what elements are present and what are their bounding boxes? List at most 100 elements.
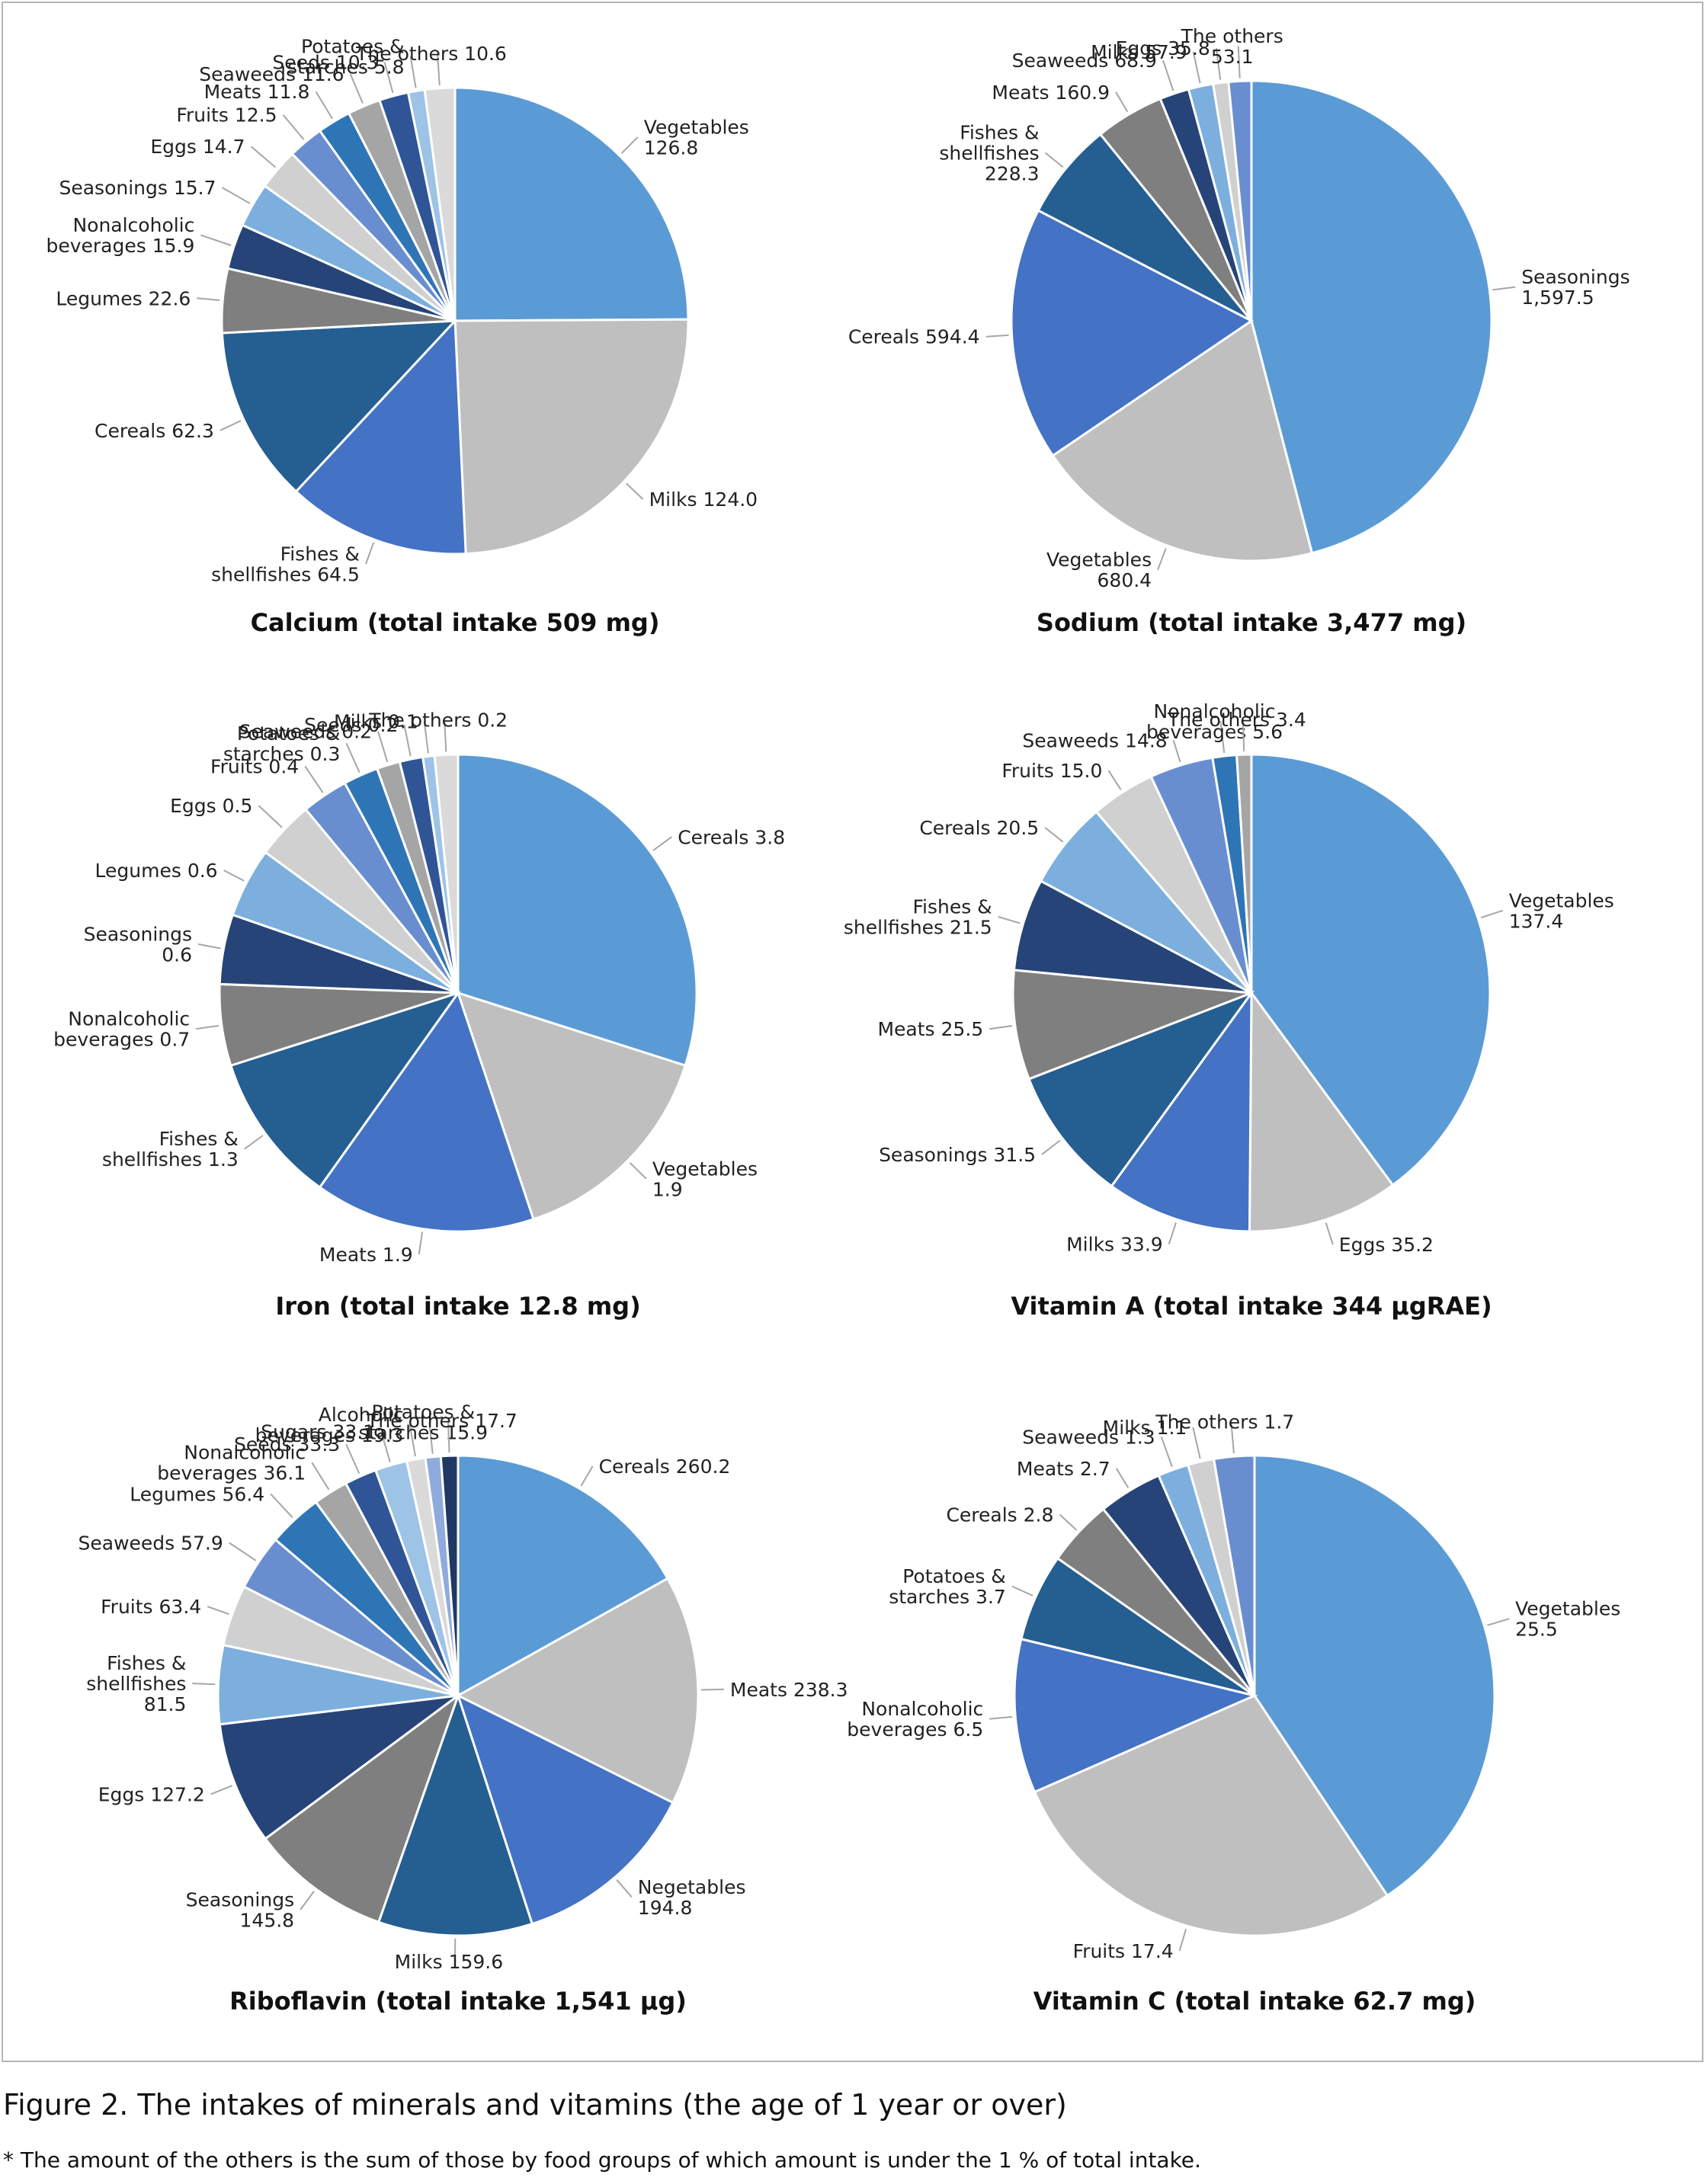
leader-line-milks — [1192, 1427, 1201, 1459]
leader-line-meats — [418, 1231, 424, 1255]
leader-line-potatoes-starches — [409, 56, 417, 88]
pie-chart-sodium: Seasonings 1,597.5 Vegetables 680.4 Cereals … — [848, 25, 1630, 637]
leader-line-legumes — [270, 1493, 293, 1518]
leader-line-the-others — [447, 1420, 450, 1453]
leader-line-seaweeds — [1172, 740, 1181, 763]
data-label-seaweeds: Seaweeds 57.9 — [79, 1532, 223, 1555]
leader-line-potatoes-starches — [1011, 1585, 1033, 1597]
leader-line-eggs — [258, 805, 283, 828]
data-label-seaweeds: Seaweeds 11.6 — [199, 63, 344, 85]
data-label-the-others: The others 1.7 — [1155, 1411, 1294, 1433]
pie-charts-canvas: Vegetables 126.8 Milks 124.0 Fishes & shellf… — [46, 25, 1630, 2016]
pie-slice-the-others — [1227, 79, 1253, 322]
pie-chart-iron: Cereals 3.8 Vegetables 1.9 Meats 1.9 Fishes … — [53, 709, 785, 1321]
leader-line-seaweeds — [349, 73, 364, 104]
leader-line-cereals — [985, 334, 1009, 338]
leader-line-meats — [700, 1688, 724, 1691]
leader-line-meats — [1115, 1468, 1130, 1488]
data-label-milks: Milks 57.9 — [1091, 41, 1187, 63]
leader-line-meats — [1115, 91, 1129, 113]
data-label-fishes-shellfishes: Fishes & shellfishes 81.5 — [86, 1652, 186, 1715]
data-label-potatoes-starches: Potatoes & starches 5.8 — [287, 35, 405, 78]
leader-line-meats — [315, 91, 334, 120]
leader-line-seeds — [403, 724, 412, 757]
leader-line-fishes-shellfishes — [244, 1135, 264, 1150]
data-label-eggs: Eggs 35.8 — [1116, 37, 1210, 59]
leader-line-fruits — [282, 114, 305, 140]
leader-line-seasonings — [222, 187, 251, 204]
pie-slice-cereals — [457, 1454, 670, 1698]
leader-line-fishes-shellfishes — [998, 916, 1021, 924]
leader-line-potatoes-starches — [345, 742, 361, 773]
leader-line-alcoholic-beverages — [409, 1424, 416, 1457]
data-label-seeds: Seeds 33.3 — [234, 1433, 340, 1456]
data-label-vegetables: Vegetables 126.8 — [644, 116, 749, 159]
leader-line-the-others — [1230, 1421, 1235, 1454]
data-label-cereals: Cereals 3.8 — [678, 826, 785, 848]
leader-line-fruits — [207, 1606, 229, 1616]
pie-slice-seasonings — [264, 1692, 461, 1924]
pie-chart-riboflavin: Cereals 260.2 Meats 238.3 Negetables 194.8 M… — [79, 1401, 848, 2016]
leader-line-vegetables — [1487, 1618, 1510, 1626]
leader-line-fruits — [304, 765, 324, 793]
pie-slice-negetables — [456, 1693, 675, 1926]
leader-line-cereals — [652, 836, 672, 851]
leader-line-milks — [1192, 51, 1201, 84]
leader-line-milks — [626, 482, 644, 500]
leader-line-legumes — [223, 870, 245, 882]
data-label-the-others: The others 17.7 — [366, 1410, 518, 1432]
pie-slice-eggs — [218, 1693, 463, 1840]
leader-line-seasonings — [1492, 286, 1516, 291]
pie-slice-vegetables — [1051, 319, 1314, 562]
data-label-seaweeds: Seaweeds 68.9 — [1012, 50, 1157, 72]
pie-slice-meats — [1011, 969, 1252, 1081]
data-label-seeds: Seeds 10.3 — [272, 51, 378, 73]
leader-line-nonalcoholic-beverages — [200, 234, 232, 246]
leader-line-vegetables — [629, 1162, 647, 1180]
data-label-legumes: Legumes 22.6 — [56, 287, 191, 309]
pie-slice-the-others — [423, 86, 457, 322]
data-label-seasonings: Seasonings 0.6 — [84, 924, 192, 966]
data-label-cereals: Cereals 62.3 — [95, 420, 214, 442]
leader-line-vegetables — [1480, 909, 1504, 919]
data-label-cereals: Cereals 20.5 — [919, 817, 1039, 839]
pie-slice-fishes-shellfishes — [294, 318, 467, 556]
data-label-alcoholic-beverages: Alcoholic beverages 19.3 — [255, 1404, 404, 1446]
chart-title: Calcium (total intake 509 mg) — [251, 608, 660, 637]
data-label-meats: Meats 1.9 — [319, 1244, 413, 1266]
leader-line-cereals — [220, 420, 242, 431]
data-label-vegetables: Vegetables 137.4 — [1509, 889, 1614, 932]
leader-line-seasonings — [197, 943, 221, 950]
leader-line-nonalcoholic-beverages — [311, 1462, 330, 1491]
pie-slice-milks — [377, 1692, 534, 1937]
data-label-legumes: Legumes 0.6 — [95, 860, 218, 882]
pie-slice-meats — [455, 1577, 700, 1805]
pie-slice-nonalcoholic-beverages — [1013, 1637, 1258, 1794]
leader-line-potatoes-starches — [428, 1421, 434, 1454]
leader-line-sugars — [380, 1431, 391, 1462]
data-label-potatoes-starches: Potatoes & starches 0.3 — [223, 722, 341, 765]
data-label-negetables: Negetables 194.8 — [638, 1876, 746, 1919]
leader-line-milks — [1168, 1222, 1177, 1245]
leader-line-the-others — [1242, 719, 1245, 752]
leader-line-the-others — [437, 53, 441, 85]
data-label-cereals: Cereals 594.4 — [848, 326, 980, 348]
leader-line-seaweeds — [1160, 1436, 1173, 1468]
pie-slice-fruits — [1033, 1694, 1389, 1937]
pie-slice-vegetables — [1250, 753, 1492, 1187]
data-label-seasonings: Seasonings 1,597.5 — [1521, 266, 1629, 309]
pie-slice-milks — [453, 318, 690, 556]
data-label-seeds: Seeds 0.2 — [304, 714, 398, 736]
data-label-nonalcoholic-beverages: Nonalcoholic beverages 36.1 — [157, 1442, 306, 1484]
leader-line-legumes — [197, 297, 220, 301]
data-label-milks: Milks 124.0 — [649, 488, 758, 511]
leader-line-fruits — [1107, 770, 1122, 790]
data-label-seaweeds: Seaweeds 1.3 — [1022, 1426, 1155, 1448]
data-label-milks: Milks 0.1 — [334, 711, 418, 733]
data-label-the-others: The others 3.4 — [1167, 709, 1306, 731]
pie-slice-fishes-shellfishes — [229, 991, 461, 1190]
leader-line-eggs — [1325, 1222, 1334, 1245]
leader-line-nonalcoholic-beverages — [196, 1025, 220, 1030]
leader-line-eggs — [250, 146, 277, 168]
figure-footnote: * The amount of the others is the sum of… — [3, 2147, 1201, 2173]
